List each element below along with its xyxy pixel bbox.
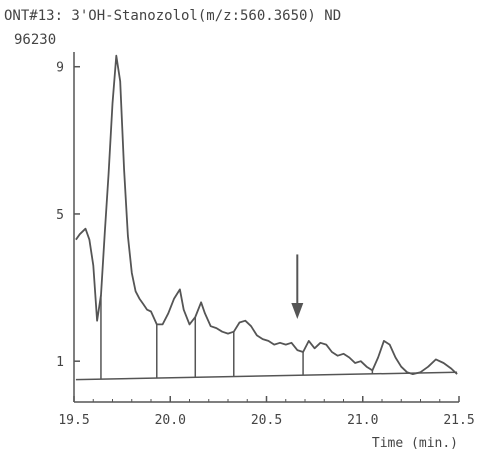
- chart-max-intensity: 96230: [14, 32, 56, 48]
- x-tick-label: 19.5: [58, 413, 89, 428]
- x-tick-label: 20.5: [251, 413, 282, 428]
- x-axis-label: Time (min.): [372, 436, 458, 451]
- chromatogram-trace: [75, 54, 458, 376]
- y-tick-label: 1: [56, 355, 64, 370]
- baseline-line: [75, 371, 458, 381]
- annotation-arrow-head: [291, 303, 304, 320]
- x-tick-label: 20.0: [155, 413, 186, 428]
- y-tick-label: 9: [56, 61, 64, 76]
- chart-title: ONT#13: 3'OH-Stanozolol(m/z:560.3650) ND: [4, 8, 341, 24]
- x-tick-label: 21.5: [443, 413, 474, 428]
- x-tick-label: 21.0: [347, 413, 378, 428]
- y-tick-label: 5: [56, 208, 64, 223]
